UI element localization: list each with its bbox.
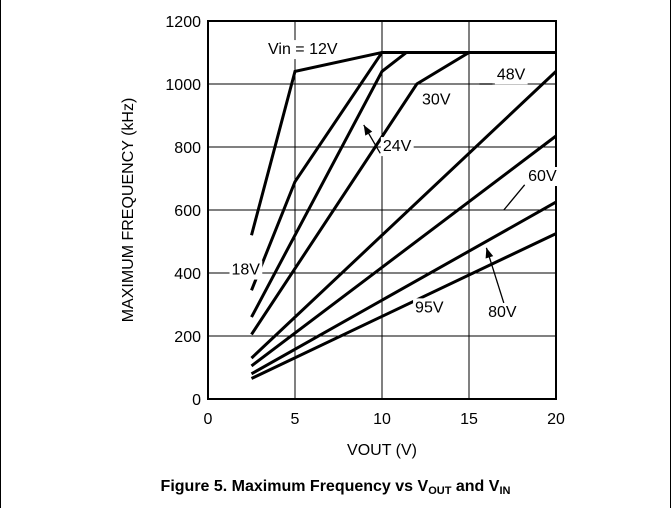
annotation-bg-7 bbox=[413, 298, 446, 318]
leader-60v-gap bbox=[503, 184, 526, 211]
annotation-24v: 24V bbox=[383, 138, 412, 155]
y-tick-label-2: 400 bbox=[174, 266, 201, 283]
annotation-vin-12v: Vin = 12V bbox=[268, 41, 338, 58]
caption-sub-out: OUT bbox=[428, 485, 452, 497]
caption-text-middle: and V bbox=[451, 478, 500, 495]
annotation-bg-3 bbox=[420, 90, 453, 110]
annotation-95v: 95V bbox=[415, 299, 444, 316]
annotation-80v: 80V bbox=[488, 304, 517, 321]
series-line-60v bbox=[250, 134, 557, 368]
annotations: Vin = 12V 18V 24V 30V 48V 60V 80V 95V bbox=[229, 40, 559, 323]
caption-text: Figure 5. Maximum Frequency vs V bbox=[160, 478, 429, 495]
y-tick-label-0: 0 bbox=[192, 392, 201, 409]
series-lines bbox=[250, 51, 558, 380]
y-tick-label-4: 800 bbox=[174, 140, 201, 157]
y-tick-label-6: 1200 bbox=[165, 14, 201, 31]
caption-sub-in: IN bbox=[499, 485, 511, 497]
annotation-18v: 18V bbox=[231, 262, 260, 279]
y-tick-label-1: 200 bbox=[174, 329, 201, 346]
series-line-95v bbox=[250, 232, 557, 380]
y-axis-title: MAXIMUM FREQUENCY (kHz) bbox=[120, 98, 137, 323]
series-line-24v bbox=[250, 51, 556, 318]
y-tick-label-5: 1000 bbox=[165, 77, 201, 94]
leader-24v-head bbox=[363, 124, 373, 136]
x-tick-label-4: 20 bbox=[547, 411, 565, 428]
x-tick-label-1: 5 bbox=[291, 411, 300, 428]
y-tick-labels: 0 200 400 600 800 1000 1200 bbox=[165, 14, 201, 409]
series-line-48v bbox=[250, 70, 558, 360]
series-line-30v bbox=[250, 51, 556, 336]
x-tick-label-3: 15 bbox=[460, 411, 478, 428]
annotation-48v: 48V bbox=[497, 66, 526, 83]
x-tick-label-2: 10 bbox=[373, 411, 391, 428]
annotation-bg-5 bbox=[526, 167, 559, 187]
annotation-30v: 30V bbox=[422, 91, 451, 108]
leader-80v-head bbox=[485, 247, 494, 259]
y-tick-label-3: 600 bbox=[174, 203, 201, 220]
figure-caption: Figure 5. Maximum Frequency vs VOUT and … bbox=[0, 478, 671, 497]
series-line-80v bbox=[250, 200, 557, 376]
annotation-bg-1 bbox=[229, 260, 263, 280]
annotation-bg-0 bbox=[266, 40, 340, 60]
annotation-60v: 60V bbox=[528, 168, 557, 185]
x-tick-label-0: 0 bbox=[204, 411, 213, 428]
annotation-bg-2 bbox=[380, 137, 414, 157]
annotation-bg-4 bbox=[494, 65, 528, 85]
x-axis-title: VOUT (V) bbox=[347, 442, 417, 459]
x-tick-labels: 0 5 10 15 20 bbox=[204, 411, 565, 428]
annotation-bg-6 bbox=[486, 303, 519, 323]
plot-frame bbox=[207, 20, 557, 400]
